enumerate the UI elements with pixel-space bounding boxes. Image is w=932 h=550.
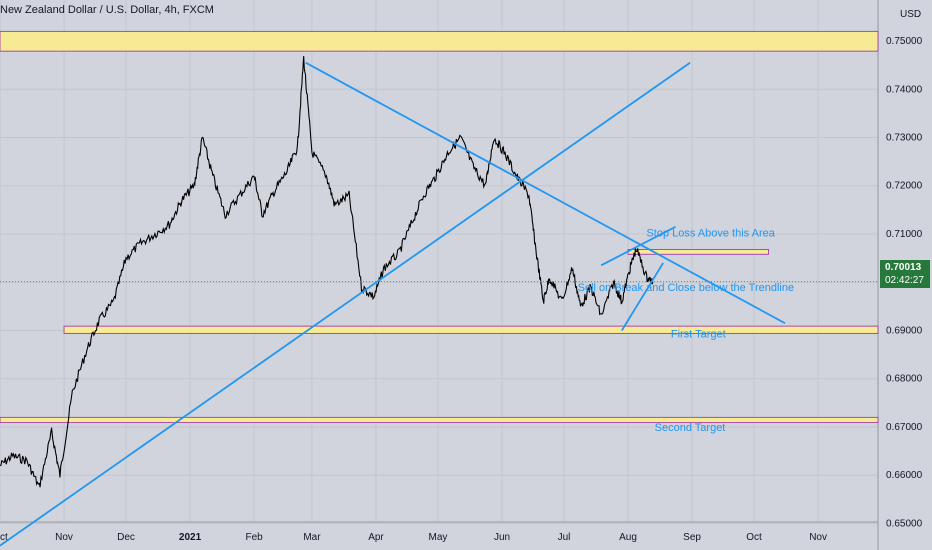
y-tick-label: 0.74000 xyxy=(886,84,923,95)
y-tick-label: 0.69000 xyxy=(886,325,923,336)
trendline[interactable] xyxy=(0,61,691,547)
annotation-label: Second Target xyxy=(655,422,726,434)
trendline[interactable] xyxy=(621,262,664,331)
x-tick-label: Sep xyxy=(683,532,701,543)
x-tick-label: Oct xyxy=(0,532,8,543)
x-tick-label: Aug xyxy=(619,532,637,543)
price-zone[interactable] xyxy=(63,325,879,334)
y-tick-label: 0.66000 xyxy=(886,470,923,481)
x-tick-label: Apr xyxy=(368,532,384,543)
x-tick-label: Feb xyxy=(245,532,263,543)
price-series-line xyxy=(0,56,654,488)
y-tick-label: 0.73000 xyxy=(886,133,923,144)
y-tick-label: 0.72000 xyxy=(886,181,923,192)
trendline[interactable] xyxy=(600,225,676,267)
chart-title: New Zealand Dollar / U.S. Dollar, 4h, FX… xyxy=(0,4,214,16)
price-zone[interactable] xyxy=(0,416,879,424)
last-price: 0.70013 xyxy=(885,262,922,273)
y-tick-label: 0.65000 xyxy=(886,518,923,529)
x-tick-label: May xyxy=(429,532,448,543)
y-tick-label: 0.67000 xyxy=(886,422,923,433)
bar-countdown: 02:42:27 xyxy=(885,275,924,286)
annotation-label: Stop Loss Above this Area xyxy=(646,227,775,239)
last-price-badge: 0.70013 02:42:27 xyxy=(880,260,930,288)
price-zone[interactable] xyxy=(0,30,879,52)
x-tick-label: Oct xyxy=(746,532,762,543)
x-tick-label: Nov xyxy=(55,532,73,543)
x-tick-label: Nov xyxy=(809,532,827,543)
annotation-label: Sell on Break and Close below the Trendl… xyxy=(578,282,794,294)
x-tick-label: Mar xyxy=(303,532,321,543)
trendline[interactable] xyxy=(305,61,786,325)
y-tick-label: 0.68000 xyxy=(886,374,923,385)
y-tick-label: 0.71000 xyxy=(886,229,923,240)
x-tick-label: Jul xyxy=(558,532,571,543)
annotation-label: First Target xyxy=(671,329,726,341)
x-tick-label: 2021 xyxy=(179,532,202,543)
x-tick-label: Jun xyxy=(494,532,510,543)
currency-label: USD xyxy=(900,9,922,20)
y-tick-label: 0.75000 xyxy=(886,36,923,47)
x-tick-label: Dec xyxy=(117,532,135,543)
